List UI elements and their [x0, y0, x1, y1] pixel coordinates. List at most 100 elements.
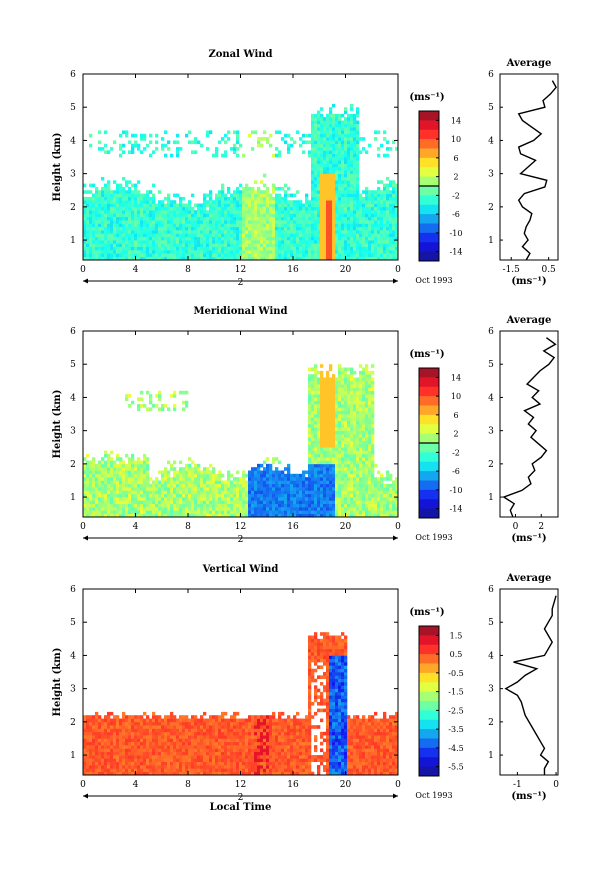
heatmap-cell [266, 256, 270, 261]
heatmap-cell [134, 507, 138, 511]
heatmap-cell [362, 370, 366, 375]
heatmap-cell [206, 240, 210, 244]
heatmap-cell [86, 507, 90, 511]
heatmap-cell [212, 220, 216, 224]
heatmap-cell [134, 477, 138, 481]
heatmap-cell [167, 216, 171, 221]
heatmap-cell [392, 240, 396, 244]
heatmap-cell [92, 490, 96, 495]
heatmap-cell [374, 487, 378, 491]
heatmap-cell [218, 203, 222, 208]
heatmap-cell [173, 483, 177, 488]
heatmap-cell [320, 220, 324, 224]
heatmap-cell [194, 250, 198, 254]
heatmap-cell [218, 196, 222, 201]
heatmap-cell [221, 243, 225, 248]
heatmap-cell [95, 510, 99, 514]
heatmap-cell [356, 120, 360, 125]
heatmap-cell [107, 223, 111, 228]
heatmap-cell [110, 203, 114, 208]
heatmap-cell [344, 483, 348, 488]
heatmap-cell [329, 130, 333, 135]
heatmap-cell [170, 493, 174, 498]
heatmap-cell [212, 510, 216, 514]
heatmap-cell [236, 233, 240, 238]
heatmap-cell [272, 183, 276, 188]
heatmap-cell [92, 240, 96, 244]
heatmap-cell [146, 473, 150, 478]
heatmap-cell [191, 493, 195, 498]
heatmap-cell [266, 240, 270, 244]
heatmap-cell [182, 216, 186, 221]
heatmap-cell [236, 477, 240, 481]
heatmap-cell [242, 230, 246, 234]
heatmap-cell [122, 503, 126, 508]
heatmap-cell [212, 250, 216, 254]
heatmap-cell [179, 473, 183, 478]
heatmap-cell [359, 387, 363, 392]
heatmap-cell [125, 510, 129, 514]
heatmap-cell [296, 243, 300, 248]
heatmap-cell [188, 233, 192, 238]
heatmap-cell [185, 404, 189, 408]
heatmap-cell [188, 220, 192, 224]
heatmap-cell [179, 210, 183, 214]
heatmap-cell [395, 210, 399, 214]
heatmap-cell [128, 470, 132, 475]
heatmap-cell [332, 487, 336, 491]
heatmap-cell [125, 200, 129, 204]
heatmap-cell [341, 163, 345, 168]
heatmap-cell [233, 143, 237, 148]
heatmap-cell [311, 223, 315, 228]
heatmap-cell [107, 463, 111, 468]
heatmap-cell [251, 507, 255, 511]
heatmap-cell [329, 153, 333, 158]
heatmap-cell [107, 480, 111, 485]
heatmap-cell [212, 233, 216, 238]
heatmap-cell [98, 206, 102, 211]
heatmap-cell [263, 487, 267, 491]
heatmap-cell [203, 256, 207, 261]
heatmap-cell [155, 477, 159, 481]
heatmap-cell [332, 133, 336, 138]
heatmap-cell [128, 493, 132, 498]
heatmap-cell [356, 176, 360, 181]
heatmap-cell [320, 420, 324, 425]
heatmap-cell [83, 480, 87, 485]
heatmap-cell [293, 483, 297, 488]
heatmap-cell [329, 140, 333, 145]
heatmap-cell [362, 430, 366, 435]
heatmap-cell [116, 230, 120, 234]
heatmap-cell [86, 233, 90, 238]
heatmap-cell [371, 410, 375, 415]
heatmap-cell [350, 394, 354, 398]
heatmap-cell [242, 487, 246, 491]
heatmap-cell [215, 503, 219, 508]
heatmap-cell [107, 240, 111, 244]
heatmap-cell [143, 493, 147, 498]
heatmap-cell [269, 513, 273, 518]
heatmap-cell [272, 206, 276, 211]
heatmap-cell [356, 147, 360, 151]
heatmap-cell [173, 470, 177, 475]
heatmap-cell [257, 137, 261, 141]
heatmap-cell [197, 256, 201, 261]
heatmap-cell [311, 437, 315, 441]
heatmap-cell [119, 153, 123, 158]
heatmap-cell [185, 507, 189, 511]
heatmap-cell [341, 233, 345, 238]
heatmap-cell [83, 236, 87, 241]
heatmap-cell [344, 223, 348, 228]
heatmap-cell [365, 497, 369, 501]
heatmap-cell [344, 507, 348, 511]
heatmap-cell [236, 190, 240, 194]
heatmap-cell [371, 483, 375, 488]
heatmap-cell [338, 130, 342, 135]
heatmap-cell [182, 470, 186, 475]
heatmap-cell [389, 147, 393, 151]
heatmap-cell [395, 253, 399, 257]
heatmap-cell [254, 490, 258, 495]
heatmap-cell [383, 240, 387, 244]
heatmap-cell [257, 223, 261, 228]
heatmap-cell [326, 460, 330, 465]
